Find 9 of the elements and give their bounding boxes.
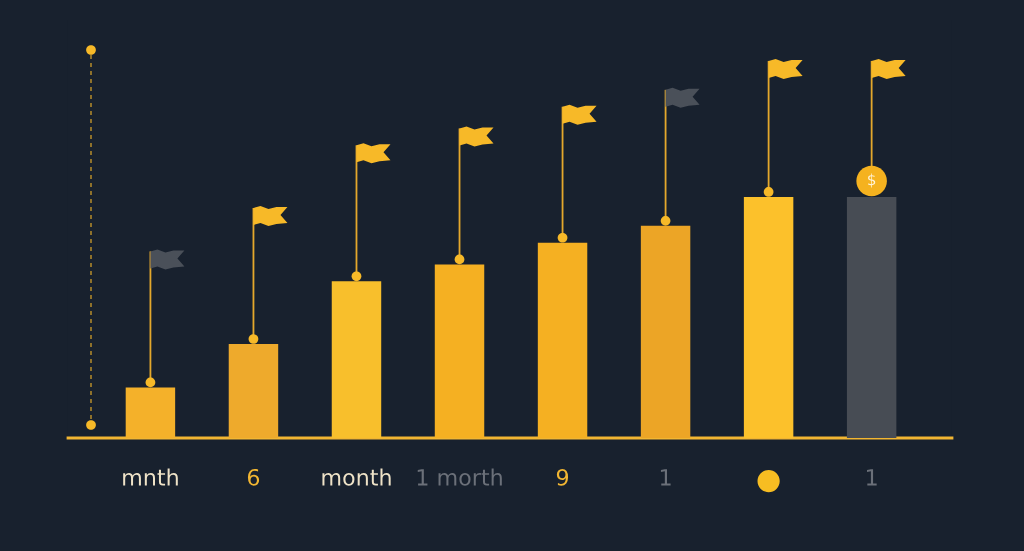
x-tick-label: 6 (247, 468, 260, 486)
bar (640, 225, 691, 438)
x-tick-label: 9 (556, 468, 569, 486)
x-tick-label: 1 (660, 469, 671, 486)
x-tick-label: 1 (867, 469, 877, 486)
x-tick-label: mnth (123, 468, 178, 486)
x-tick-label: month (322, 468, 391, 486)
x-tick-label: 1 morth (417, 468, 502, 486)
text: $ (868, 173, 876, 188)
